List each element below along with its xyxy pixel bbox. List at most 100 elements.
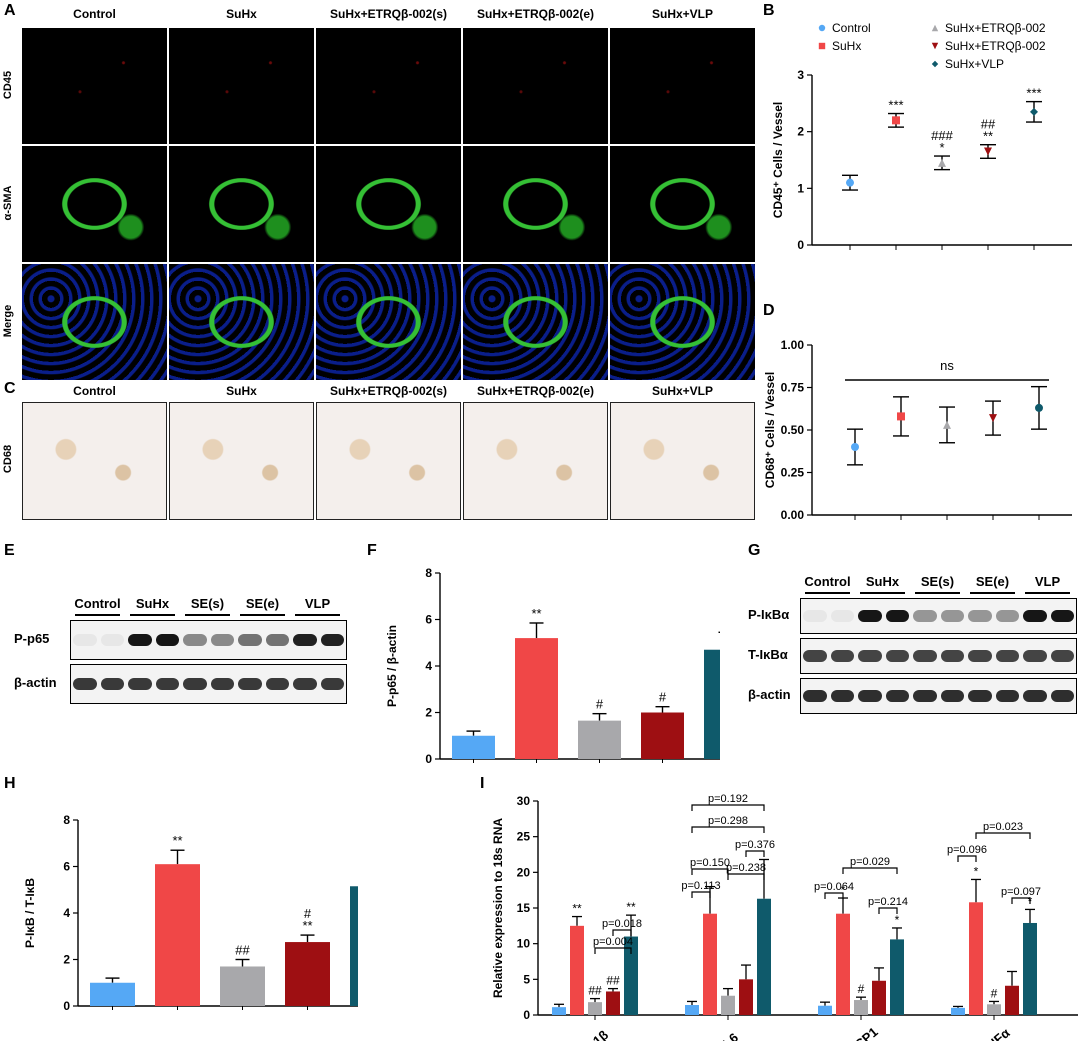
blot-band (1023, 690, 1047, 702)
p-value-label: p=0.064 (814, 881, 854, 893)
column-title: SuHx (226, 384, 257, 398)
column-title: SuHx+VLP (651, 384, 714, 398)
blot-band (858, 690, 882, 702)
fluorescence-image (463, 146, 608, 262)
panel-label-a: A (4, 2, 16, 19)
fluorescence-image (610, 146, 755, 262)
bar (570, 925, 584, 1015)
blot-band (238, 634, 262, 646)
significance-label: ## (588, 984, 602, 998)
significance-label: # (596, 697, 604, 712)
blot-band (830, 650, 854, 662)
data-point (938, 158, 946, 167)
blot-band (830, 610, 854, 622)
p-value-label: p=0.238 (726, 862, 766, 874)
data-point (892, 116, 900, 125)
blot-band (858, 650, 882, 662)
significance-label: ## (235, 943, 250, 958)
lane-group-line (970, 592, 1015, 594)
data-point (851, 443, 859, 451)
legend-entry: Control (832, 21, 871, 35)
panel-label-b: B (763, 2, 775, 19)
bar (951, 1007, 965, 1015)
data-point (984, 147, 992, 156)
fluorescence-image (463, 28, 608, 144)
p-value-label: p=0.029 (850, 856, 890, 868)
significance-label: *** (888, 98, 903, 113)
y-tick-label: 2 (63, 953, 70, 967)
row-label: Merge (2, 304, 14, 338)
fluorescence-image (22, 28, 167, 144)
lane-group-label: SE(s) (190, 596, 225, 611)
y-axis-label: CD68⁺ Cells / Vessel (763, 372, 777, 488)
bar (1005, 985, 1019, 1015)
y-tick-label: 10 (517, 937, 531, 951)
data-point (1030, 107, 1038, 116)
blot-band (183, 634, 207, 646)
blot-band (155, 634, 179, 646)
blot-band (210, 678, 234, 690)
p-value-label: p=0.096 (947, 844, 987, 856)
significance-label: ** (572, 902, 582, 916)
lane-group-line (1025, 592, 1070, 594)
band-label: P-IκBα (748, 607, 790, 622)
lane-group-label: SE(e) (975, 574, 1010, 589)
blot-band (265, 634, 289, 646)
y-tick-label: 15 (517, 901, 531, 915)
p-value-label: p=0.192 (708, 793, 748, 805)
blot-band (940, 610, 964, 622)
panel-label-f: F (367, 542, 377, 559)
bar (90, 982, 135, 1006)
blot-band (885, 650, 909, 662)
significance-label: # (991, 986, 998, 1000)
panel-label-d: D (763, 302, 775, 319)
significance-label: ## (606, 974, 620, 988)
category-label: MCP1 (843, 1024, 880, 1041)
blot-band (885, 610, 909, 622)
p-value-bracket (824, 892, 844, 899)
y-tick-label: 0 (425, 752, 432, 766)
category-label: IL1β (581, 1027, 611, 1041)
y-tick-label: 2 (425, 706, 432, 720)
y-axis-label: Relative expression to 18s RNA (491, 818, 505, 998)
bar (606, 991, 620, 1015)
blot-band (913, 610, 937, 622)
y-tick-label: 8 (63, 813, 70, 827)
fluorescence-image (463, 264, 608, 380)
legend-entry: SuHx+ETRQβ-002 (945, 39, 1046, 53)
y-tick-label: 0.75 (781, 381, 805, 395)
lane-group-label: VLP (1034, 574, 1061, 589)
column-title: SuHx+ETRQβ-002(s) (329, 384, 448, 398)
y-tick-label: 4 (63, 906, 70, 920)
panel-label-h: H (4, 775, 16, 792)
bar (703, 913, 717, 1015)
y-axis-label: P-IκB / T-IκB (23, 878, 37, 948)
p-value-bracket (1011, 897, 1031, 904)
bar (515, 638, 558, 759)
lane-group-line (130, 614, 175, 616)
significance-label: ### (931, 128, 953, 143)
blot-band (1023, 650, 1047, 662)
data-point (931, 60, 939, 68)
lane-group-line (75, 614, 120, 616)
fluorescence-image (169, 264, 314, 380)
p-value-bracket (691, 804, 765, 811)
bar (872, 980, 886, 1015)
bar (285, 942, 330, 1006)
p-value-bracket (842, 867, 898, 874)
blot-band (968, 610, 992, 622)
data-point (989, 414, 997, 423)
panel-label-e: E (4, 542, 15, 559)
blot-band (210, 634, 234, 646)
y-tick-label: 1 (797, 181, 804, 195)
row-label: CD45 (2, 70, 14, 100)
blot-band (1050, 610, 1074, 622)
y-tick-label: 30 (517, 794, 531, 808)
p-value-bracket (691, 891, 711, 898)
p-value-bracket (594, 947, 632, 954)
column-title: Control (73, 7, 116, 21)
y-axis-label: P-p65 / β-actin (385, 625, 399, 707)
bar (220, 966, 265, 1006)
